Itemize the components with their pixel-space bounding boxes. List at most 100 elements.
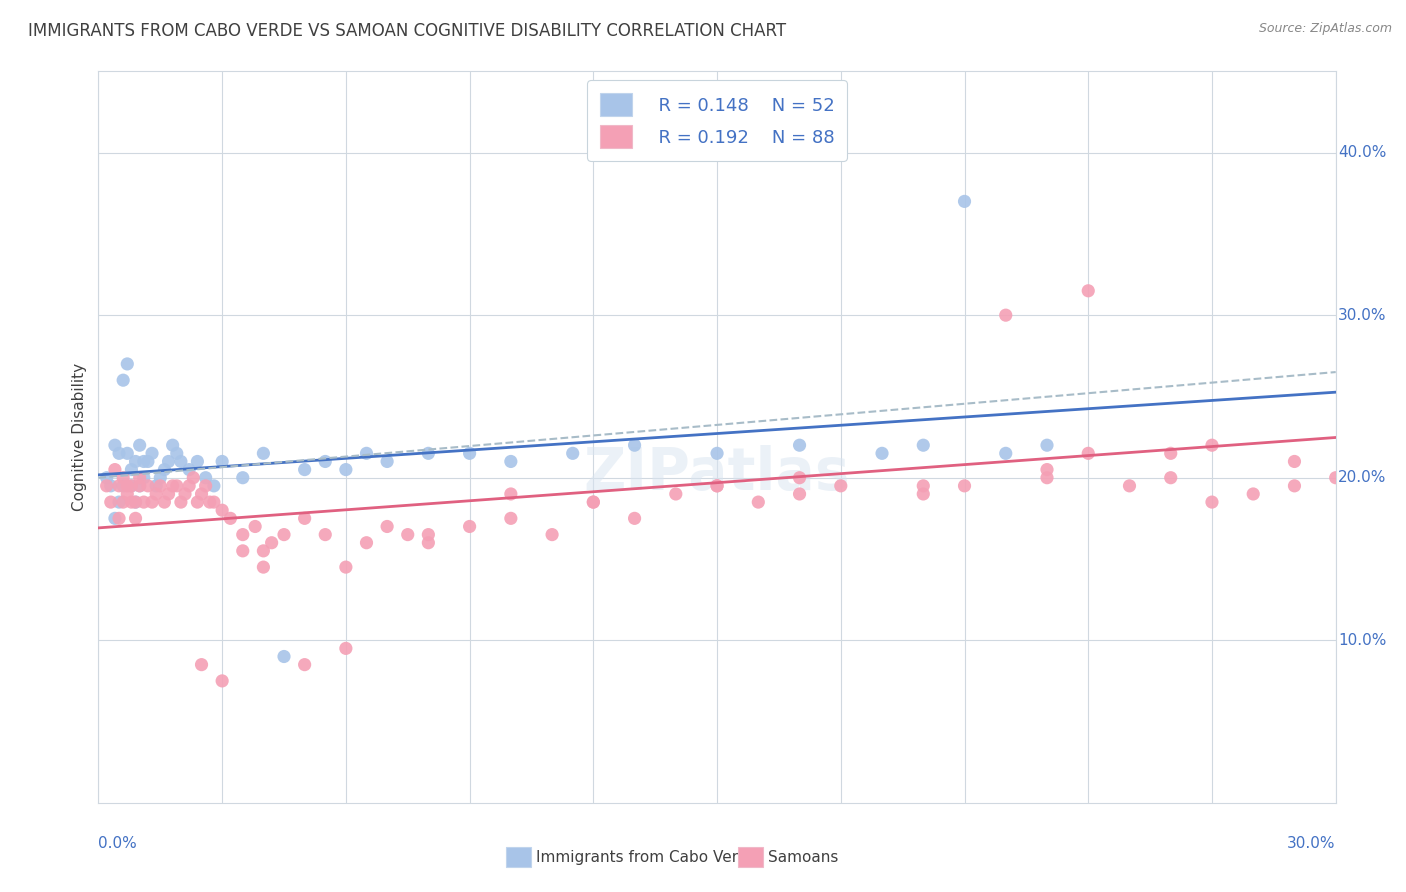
Point xyxy=(335,560,357,574)
Point xyxy=(912,479,935,493)
Point xyxy=(100,479,122,493)
Point xyxy=(243,519,266,533)
Point xyxy=(1160,446,1182,460)
Point xyxy=(396,527,419,541)
Text: 10.0%: 10.0% xyxy=(1339,632,1386,648)
Point xyxy=(582,495,605,509)
Point xyxy=(1284,454,1306,468)
Point xyxy=(128,471,150,485)
Bar xyxy=(738,847,763,867)
Point xyxy=(124,454,146,468)
Point xyxy=(128,479,150,493)
Point xyxy=(499,511,522,525)
Point xyxy=(132,495,155,509)
Point xyxy=(994,308,1017,322)
Point xyxy=(561,446,583,460)
Text: Samoans: Samoans xyxy=(768,850,838,864)
Point xyxy=(706,446,728,460)
Point xyxy=(1365,333,1388,347)
Point xyxy=(418,535,440,549)
Point xyxy=(141,446,163,460)
Text: 20.0%: 20.0% xyxy=(1339,470,1386,485)
Point xyxy=(108,479,131,493)
Point xyxy=(162,479,184,493)
Point xyxy=(166,446,188,460)
Point xyxy=(136,454,159,468)
Point xyxy=(1160,471,1182,485)
Point xyxy=(789,471,811,485)
Point xyxy=(112,479,135,493)
Point xyxy=(170,454,193,468)
Point xyxy=(190,657,212,672)
Point xyxy=(112,471,135,485)
Point xyxy=(117,446,139,460)
Point xyxy=(1284,479,1306,493)
Point xyxy=(706,479,728,493)
Point xyxy=(128,479,150,493)
Point xyxy=(232,527,254,541)
Legend:   R = 0.148    N = 52,   R = 0.192    N = 88: R = 0.148 N = 52, R = 0.192 N = 88 xyxy=(588,80,846,161)
Text: 0.0%: 0.0% xyxy=(98,836,138,851)
Point xyxy=(458,519,481,533)
Point xyxy=(162,438,184,452)
Text: IMMIGRANTS FROM CABO VERDE VS SAMOAN COGNITIVE DISABILITY CORRELATION CHART: IMMIGRANTS FROM CABO VERDE VS SAMOAN COG… xyxy=(28,22,786,40)
Point xyxy=(202,479,225,493)
Point xyxy=(912,438,935,452)
Point xyxy=(174,487,197,501)
Point xyxy=(623,511,645,525)
Point xyxy=(96,471,118,485)
Point xyxy=(1324,471,1347,485)
Point xyxy=(994,446,1017,460)
Point xyxy=(117,357,139,371)
Point xyxy=(1201,495,1223,509)
Point xyxy=(120,479,142,493)
Text: 30.0%: 30.0% xyxy=(1288,836,1336,851)
Point xyxy=(179,462,201,476)
Point xyxy=(232,544,254,558)
Point xyxy=(232,471,254,485)
Point xyxy=(112,373,135,387)
Point xyxy=(252,560,274,574)
Point xyxy=(953,479,976,493)
Point xyxy=(356,446,378,460)
Point xyxy=(418,446,440,460)
Text: 30.0%: 30.0% xyxy=(1339,308,1386,323)
Point xyxy=(1118,479,1140,493)
Point xyxy=(1241,487,1264,501)
Point xyxy=(179,479,201,493)
Point xyxy=(582,495,605,509)
Point xyxy=(260,535,283,549)
Point xyxy=(108,511,131,525)
Point xyxy=(747,495,769,509)
Point xyxy=(1077,446,1099,460)
Point xyxy=(789,487,811,501)
Point xyxy=(314,527,336,541)
Text: ZIPatlas: ZIPatlas xyxy=(583,445,851,502)
Point xyxy=(149,479,172,493)
Point xyxy=(1365,325,1388,339)
Point xyxy=(186,454,208,468)
Point xyxy=(273,649,295,664)
Point xyxy=(1036,438,1059,452)
Point xyxy=(273,527,295,541)
Point xyxy=(356,535,378,549)
Point xyxy=(112,495,135,509)
Point xyxy=(157,454,180,468)
Point xyxy=(1036,471,1059,485)
Point xyxy=(128,438,150,452)
Point xyxy=(335,462,357,476)
Point xyxy=(190,487,212,501)
Point xyxy=(198,495,221,509)
Point xyxy=(252,446,274,460)
Point xyxy=(789,438,811,452)
Point xyxy=(132,454,155,468)
Point xyxy=(541,527,564,541)
Point xyxy=(375,519,398,533)
Point xyxy=(499,487,522,501)
Point xyxy=(252,544,274,558)
Point xyxy=(117,479,139,493)
Point xyxy=(194,471,217,485)
Point xyxy=(294,511,316,525)
Point xyxy=(108,495,131,509)
Point xyxy=(170,495,193,509)
